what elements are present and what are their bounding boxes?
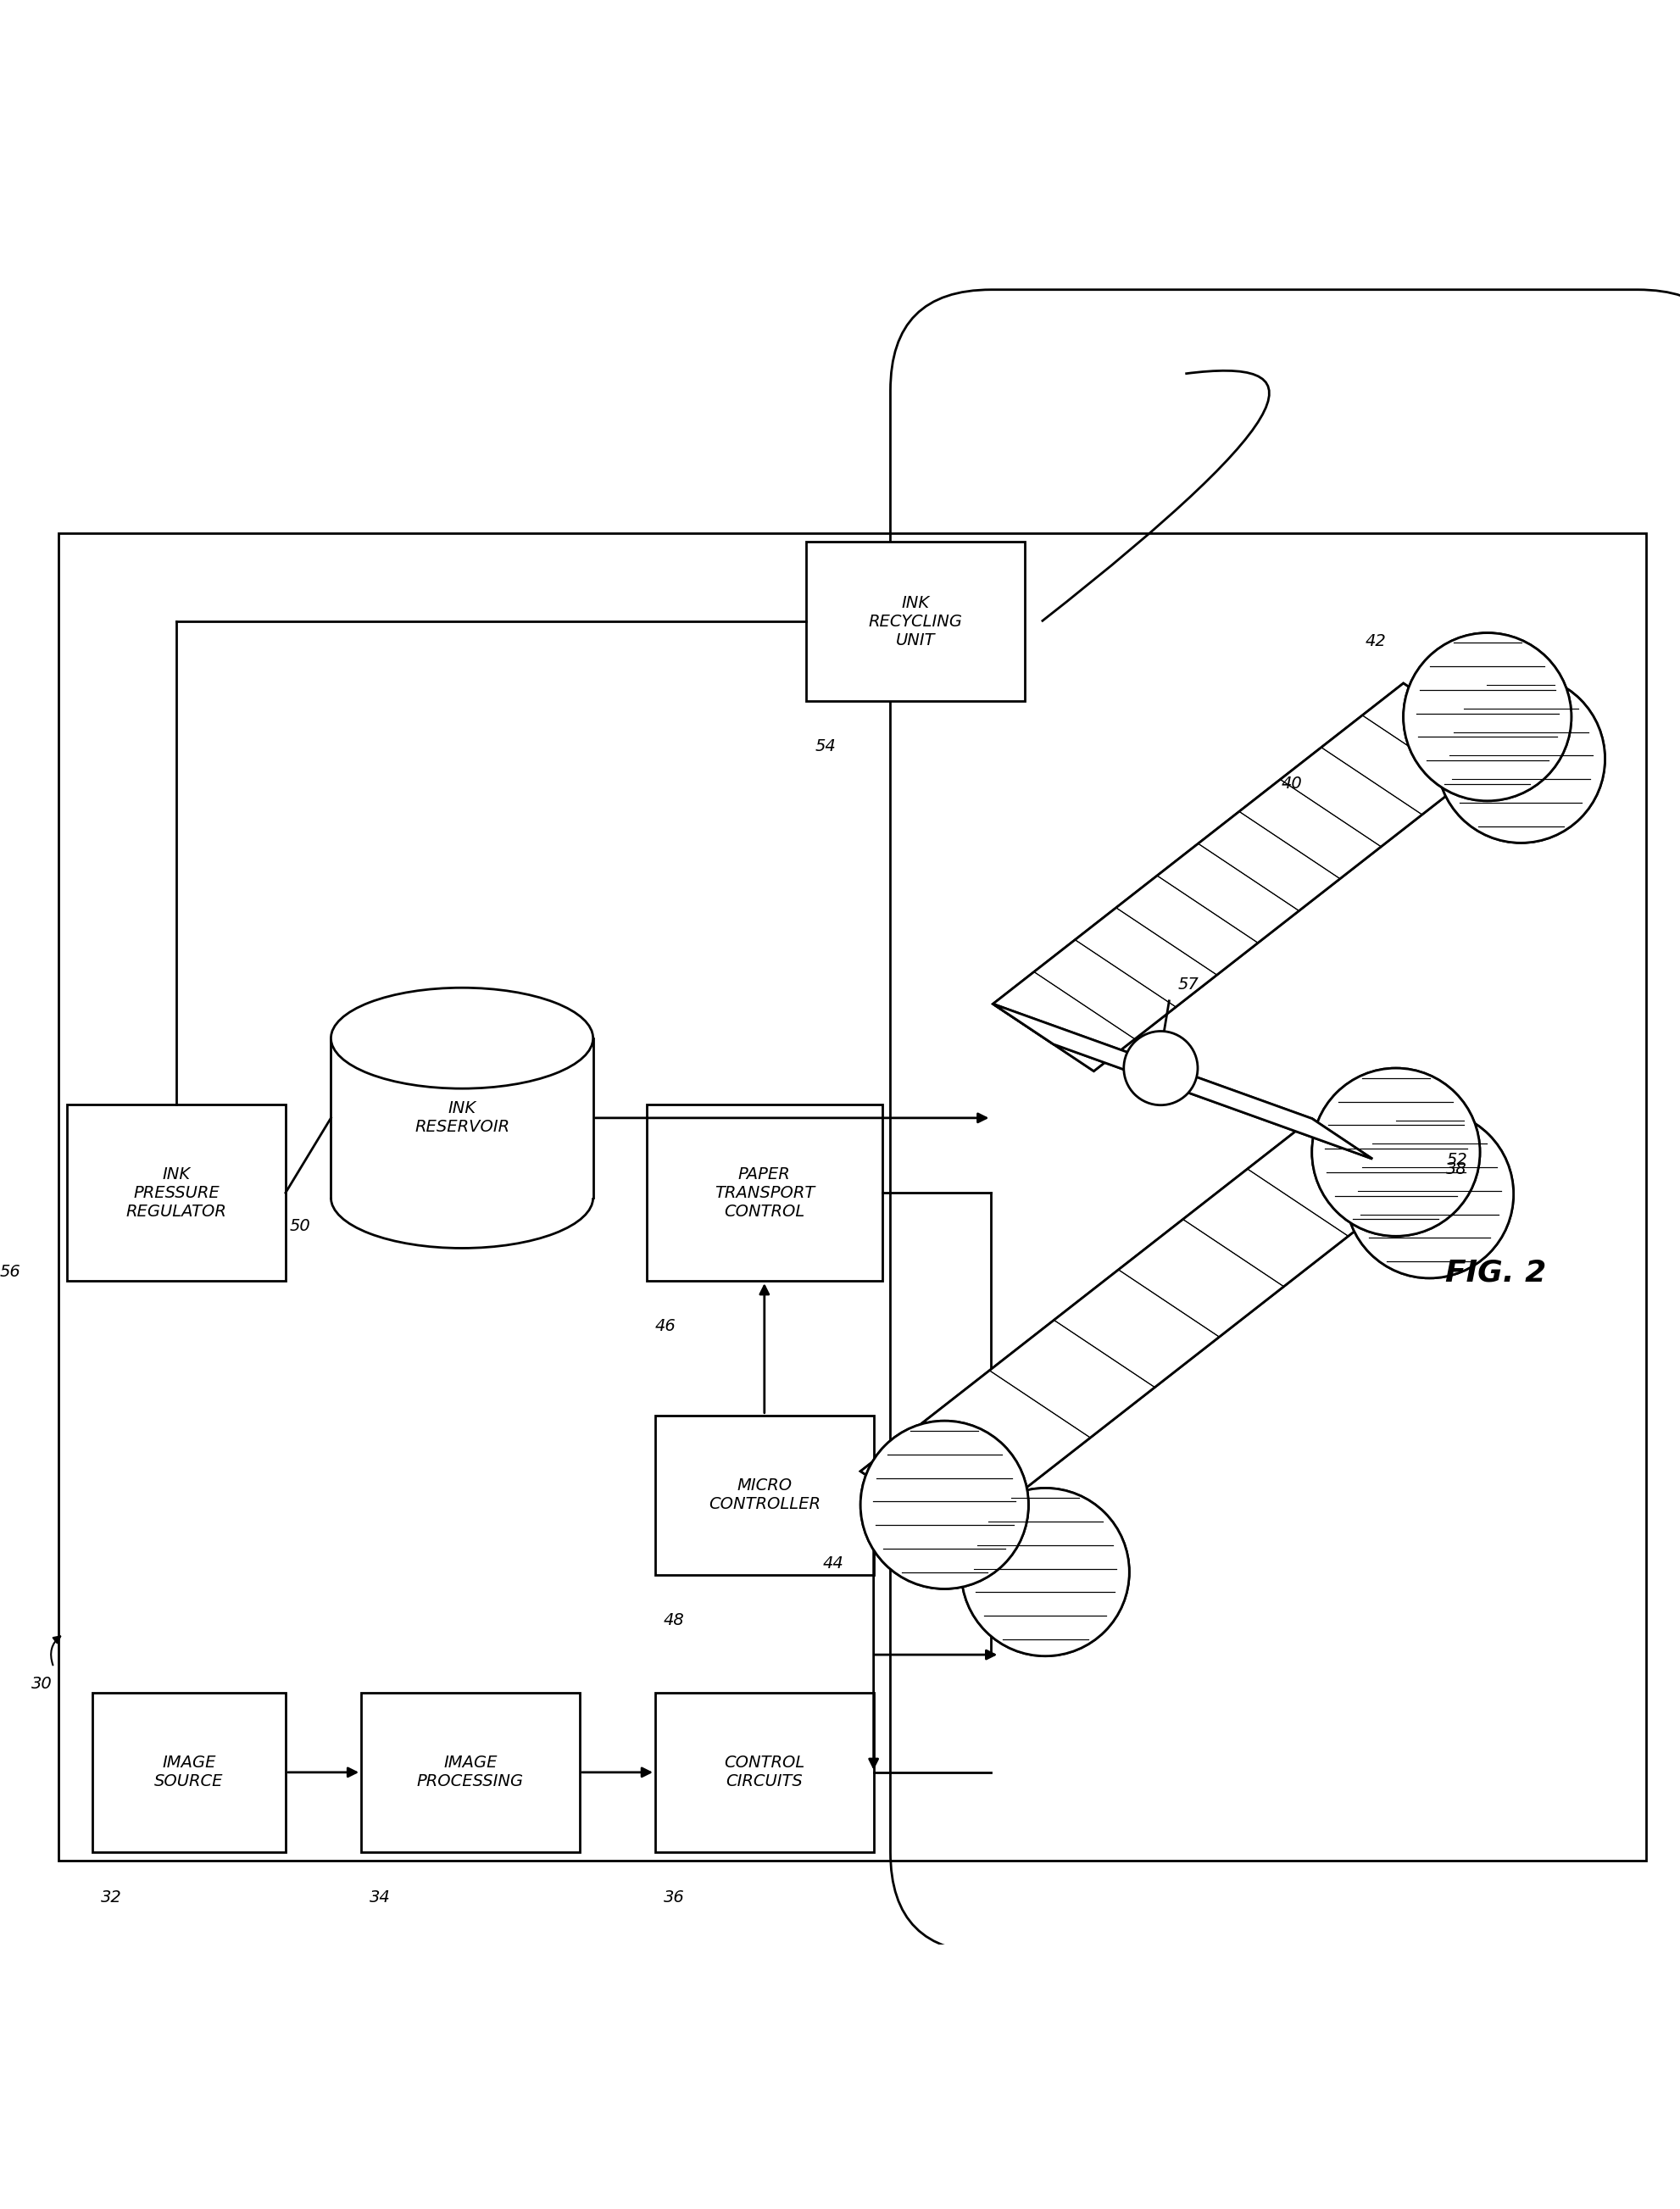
Circle shape <box>961 1489 1129 1657</box>
Text: 36: 36 <box>664 1889 684 1904</box>
Polygon shape <box>860 1118 1413 1537</box>
Bar <box>806 541 1025 700</box>
Polygon shape <box>993 683 1504 1071</box>
Text: 50: 50 <box>291 1217 311 1235</box>
Circle shape <box>1403 632 1571 802</box>
Bar <box>59 532 1646 1860</box>
Text: 44: 44 <box>823 1555 843 1571</box>
Circle shape <box>1312 1069 1480 1237</box>
Text: PAPER
TRANSPORT
CONTROL: PAPER TRANSPORT CONTROL <box>714 1166 815 1219</box>
Text: 42: 42 <box>1366 634 1386 649</box>
Text: 52: 52 <box>1446 1153 1467 1169</box>
Text: 54: 54 <box>815 738 835 753</box>
Ellipse shape <box>331 987 593 1089</box>
Text: 32: 32 <box>101 1889 121 1904</box>
Text: INK
RECYCLING
UNIT: INK RECYCLING UNIT <box>869 594 963 647</box>
Text: INK
PRESSURE
REGULATOR: INK PRESSURE REGULATOR <box>126 1166 227 1219</box>
Bar <box>67 1104 286 1281</box>
Circle shape <box>860 1420 1028 1588</box>
Circle shape <box>1436 676 1604 844</box>
Text: 40: 40 <box>1282 775 1302 793</box>
Circle shape <box>1436 676 1604 844</box>
FancyBboxPatch shape <box>890 289 1680 1953</box>
Text: IMAGE
SOURCE: IMAGE SOURCE <box>155 1754 223 1789</box>
Polygon shape <box>993 1003 1373 1160</box>
Text: 57: 57 <box>1178 976 1198 992</box>
Bar <box>92 1692 286 1851</box>
Bar <box>647 1104 882 1281</box>
Text: 46: 46 <box>655 1319 675 1334</box>
Bar <box>361 1692 580 1851</box>
Text: IMAGE
PROCESSING: IMAGE PROCESSING <box>417 1754 524 1789</box>
Circle shape <box>1346 1111 1514 1279</box>
Circle shape <box>1346 1111 1514 1279</box>
Text: MICRO
CONTROLLER: MICRO CONTROLLER <box>709 1478 820 1513</box>
Circle shape <box>1312 1069 1480 1237</box>
Circle shape <box>1124 1032 1198 1104</box>
Text: CONTROL
CIRCUITS: CONTROL CIRCUITS <box>724 1754 805 1789</box>
Bar <box>655 1692 874 1851</box>
Text: 48: 48 <box>664 1613 684 1628</box>
Text: 56: 56 <box>0 1264 20 1281</box>
Circle shape <box>961 1489 1129 1657</box>
Text: 38: 38 <box>1446 1162 1467 1177</box>
Text: 34: 34 <box>370 1889 390 1904</box>
Text: INK
RESERVOIR: INK RESERVOIR <box>415 1100 509 1135</box>
Circle shape <box>860 1420 1028 1588</box>
Text: FIG. 2: FIG. 2 <box>1445 1259 1546 1288</box>
Polygon shape <box>993 1003 1373 1160</box>
Polygon shape <box>993 683 1504 1071</box>
Polygon shape <box>860 1118 1413 1537</box>
Text: 30: 30 <box>32 1677 52 1692</box>
Bar <box>655 1416 874 1575</box>
Circle shape <box>1403 632 1571 802</box>
